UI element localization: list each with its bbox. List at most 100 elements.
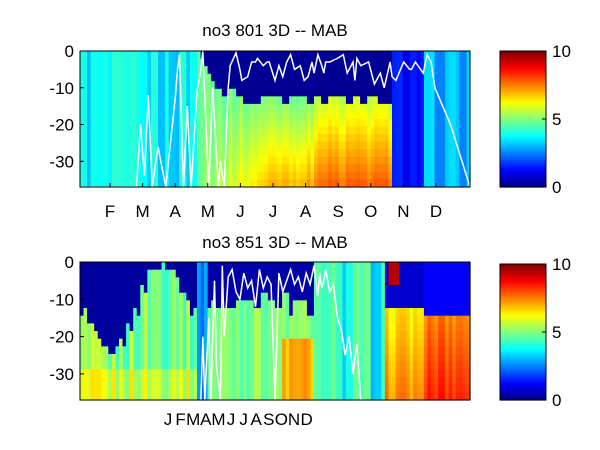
chart1-cell (353, 149, 358, 158)
chart1-cell (342, 73, 347, 82)
chart1-cell (228, 134, 234, 143)
chart2-cell (381, 323, 386, 332)
chart2-cell (349, 377, 354, 386)
chart1-cell (140, 126, 145, 135)
chart2-colorbar-label: 0 (552, 391, 561, 410)
chart2-cell (182, 308, 187, 317)
chart2-cell (119, 292, 124, 301)
chart1-cell (200, 88, 205, 97)
chart1-cell (466, 126, 471, 135)
chart2-cell (267, 392, 273, 401)
chart2-colorbar-band (500, 264, 546, 267)
chart2-cell (317, 377, 322, 386)
chart2-cell (342, 384, 347, 393)
chart2-cell (250, 338, 255, 347)
chart2-cell (448, 338, 453, 347)
chart1-cell (331, 51, 336, 60)
chart1-cell (250, 126, 255, 135)
chart2-cell (345, 377, 351, 386)
chart1-cell (211, 51, 216, 60)
chart2-cell (136, 361, 141, 370)
chart1-cell (388, 88, 393, 97)
chart2-cell (80, 285, 85, 294)
chart2-colorbar-band (500, 363, 546, 367)
chart1-cell (423, 134, 429, 143)
chart1-cell (342, 111, 347, 120)
chart2-cell (197, 277, 202, 286)
chart2-cell (388, 315, 393, 324)
chart2-cell (278, 308, 283, 317)
chart2-cell (402, 323, 407, 332)
chart1-cell (140, 119, 145, 128)
chart1-cell (186, 51, 191, 60)
chart2-cell (250, 300, 255, 309)
chart2-cell (388, 262, 393, 271)
chart1-cell (179, 179, 184, 188)
chart1-cell (292, 134, 297, 143)
chart1-cell (140, 73, 145, 82)
chart2-cell (314, 262, 319, 271)
chart1-cell (455, 58, 460, 67)
chart2-cell (133, 300, 138, 309)
chart1-cell (285, 66, 290, 75)
chart2-cell (317, 392, 322, 401)
chart2-cell (402, 338, 407, 347)
chart2-cell (438, 308, 443, 317)
chart2-cell (338, 262, 343, 271)
chart2-cell (448, 277, 453, 286)
chart1-cell (420, 88, 425, 97)
chart2-cell (395, 369, 400, 378)
chart1-cell (257, 171, 262, 181)
chart2-colorbar-band (500, 321, 546, 325)
chart1-cell (306, 134, 312, 143)
chart2-cell (296, 384, 301, 393)
chart2-cell (211, 354, 216, 363)
chart2-cell (150, 331, 156, 340)
chart1-cell (221, 141, 226, 150)
chart1-cell (427, 58, 432, 67)
chart2-cell (282, 338, 287, 347)
chart2-cell (466, 277, 471, 286)
chart2-cell (377, 361, 382, 370)
chart1-cell (239, 66, 244, 75)
chart2-cell (317, 354, 322, 363)
chart1-cell (147, 81, 152, 90)
chart1-cell (211, 141, 216, 150)
chart2-cell (388, 277, 393, 286)
chart2-cell (370, 377, 375, 386)
chart2-cell (236, 338, 241, 347)
chart2-cell (285, 323, 290, 332)
chart2-cell (296, 262, 301, 271)
chart2-cell (413, 338, 418, 347)
chart1-cell (338, 96, 343, 105)
chart2-cell (306, 392, 312, 401)
chart2-cell (204, 346, 209, 355)
chart1-cell (377, 111, 382, 120)
chart2-cell (133, 323, 138, 332)
chart2-cell (303, 285, 308, 294)
chart2-cell (406, 331, 411, 340)
chart2-cell (87, 292, 92, 301)
chart1-cell (97, 119, 102, 128)
chart2-cell (338, 384, 343, 393)
chart1-cell (221, 119, 226, 128)
chart2-cell (303, 384, 308, 393)
chart2-cell (267, 384, 273, 393)
chart2-cell (168, 308, 173, 317)
chart1-cell (264, 149, 269, 158)
chart2-cell (175, 346, 180, 355)
chart1-cell (104, 156, 109, 165)
chart1-cell (260, 134, 265, 143)
chart1-cell (285, 134, 290, 143)
chart2-cell (420, 269, 425, 278)
chart2-cell (338, 377, 343, 386)
chart1-cell (377, 119, 382, 128)
chart2-cell (228, 285, 234, 294)
chart1-cell (310, 66, 315, 75)
chart2-cell (168, 315, 173, 324)
chart2-cell (399, 269, 404, 278)
chart2-cell (207, 269, 212, 278)
chart2-cell (236, 392, 241, 401)
chart2-cell (122, 308, 127, 317)
chart1-cell (239, 171, 244, 181)
